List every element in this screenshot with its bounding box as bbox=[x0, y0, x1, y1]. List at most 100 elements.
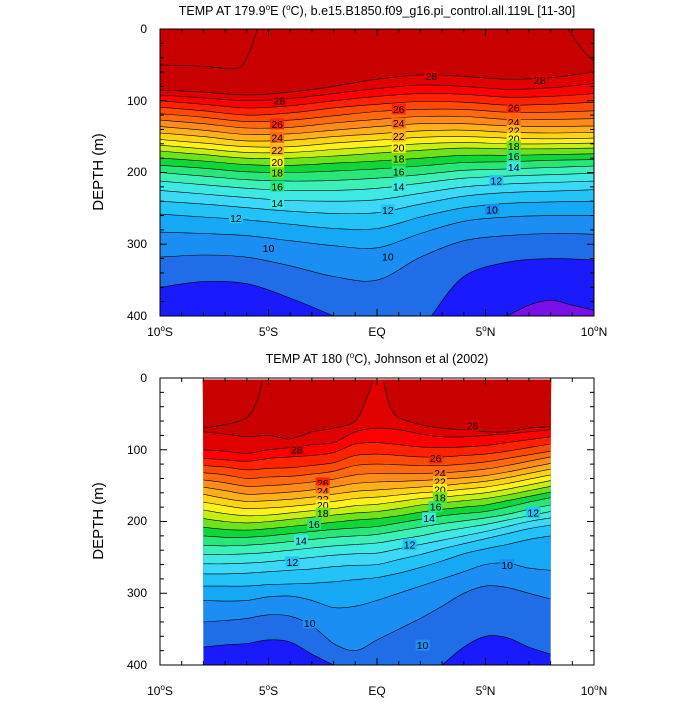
contour-label: 22 bbox=[393, 131, 405, 143]
isotherm-line-10 bbox=[160, 215, 594, 249]
contour-label: 20 bbox=[508, 133, 520, 145]
bottom-xtick-label: 10oN bbox=[581, 683, 607, 698]
contour-label: 22 bbox=[434, 477, 446, 489]
contour-label-bg bbox=[432, 491, 447, 503]
contour-label-bg bbox=[302, 617, 317, 629]
contour-label-bg bbox=[315, 477, 330, 489]
contour-label: 26 bbox=[271, 119, 283, 131]
isotherm-line-28 bbox=[160, 71, 594, 96]
contour-label: 10 bbox=[382, 252, 394, 264]
isotherm-line-25 bbox=[203, 443, 551, 471]
contour-label: 24 bbox=[317, 486, 329, 498]
contour-label-bg bbox=[270, 132, 285, 144]
contour-label-bg bbox=[506, 132, 521, 144]
contour-label-bg bbox=[270, 197, 285, 209]
contour-label-bg bbox=[289, 443, 304, 455]
contour-label: 26 bbox=[508, 102, 520, 114]
contour-label-bg bbox=[432, 483, 447, 495]
isotherm-line-17 bbox=[203, 491, 551, 531]
isotherm-line-28 bbox=[203, 381, 373, 440]
top-xtick-label: EQ bbox=[368, 325, 385, 339]
top-panel-title: TEMP AT 179.9oE (oC), b.e15.B1850.f09_g1… bbox=[179, 3, 575, 18]
contour-label-bg bbox=[465, 420, 480, 432]
contour-label: 10 bbox=[501, 560, 513, 572]
isotherm-line-13 bbox=[203, 517, 551, 565]
contour-label: 20 bbox=[393, 143, 405, 155]
contour-label-bg bbox=[424, 70, 439, 82]
top-ytick-label: 0 bbox=[140, 22, 147, 36]
contour-label: 28 bbox=[274, 95, 286, 107]
top-panel-tick-layer bbox=[159, 28, 595, 317]
isotherm-line-29 bbox=[160, 29, 258, 70]
contour-label-bg bbox=[307, 518, 322, 530]
contour-label: 18 bbox=[393, 153, 405, 165]
isotherm-line-23 bbox=[203, 456, 551, 487]
contour-label: 14 bbox=[508, 162, 520, 174]
contour-label: 18 bbox=[508, 141, 520, 153]
bottom-panel: TEMP AT 180 (oC), Johnson et al (2002) 2… bbox=[90, 351, 607, 698]
contour-label-bg bbox=[315, 499, 330, 511]
contour-label: 12 bbox=[491, 176, 503, 188]
contour-label-bg bbox=[391, 152, 406, 164]
contour-label-bg bbox=[285, 556, 300, 568]
contour-label: 16 bbox=[271, 181, 283, 193]
contour-label: 10 bbox=[263, 243, 275, 255]
isotherm-line-9 bbox=[160, 233, 594, 282]
isotherm-line-21 bbox=[203, 468, 551, 502]
isotherm-line-26 bbox=[160, 93, 594, 109]
contour-label: 28 bbox=[534, 75, 546, 87]
top-panel-fill-layer bbox=[160, 29, 594, 316]
top-ytick-label: 400 bbox=[127, 309, 147, 323]
contour-label: 12 bbox=[287, 557, 299, 569]
contour-label: 18 bbox=[271, 168, 283, 180]
contour-label-bg bbox=[432, 467, 447, 479]
contour-label-bg bbox=[415, 639, 430, 651]
bottom-ytick-label: 0 bbox=[140, 371, 147, 385]
band-fill-29 bbox=[202, 379, 263, 429]
top-ytick-label: 300 bbox=[127, 237, 147, 251]
bottom-panel-isotherm-layer bbox=[203, 381, 551, 665]
top-panel: TEMP AT 179.9oE (oC), b.e15.B1850.f09_g1… bbox=[90, 3, 607, 339]
contour-label-bg bbox=[391, 103, 406, 115]
contour-label-bg bbox=[270, 118, 285, 130]
contour-label-bg bbox=[315, 493, 330, 505]
isotherm-line-16 bbox=[203, 497, 551, 538]
contour-label: 18 bbox=[317, 508, 329, 520]
bottom-ytick-label: 100 bbox=[127, 443, 147, 457]
bottom-xtick-label: EQ bbox=[368, 684, 385, 698]
contour-label-bg bbox=[315, 485, 330, 497]
contour-label-bg bbox=[506, 101, 521, 113]
contour-label-bg bbox=[422, 512, 437, 524]
contour-label-bg bbox=[270, 180, 285, 192]
contour-label: 26 bbox=[430, 453, 442, 465]
contour-label-bg bbox=[432, 476, 447, 488]
band-fill-28 bbox=[160, 29, 594, 95]
contour-label-bg bbox=[391, 130, 406, 142]
contour-label-bg bbox=[391, 117, 406, 129]
contour-label-bg bbox=[294, 534, 309, 546]
isotherm-line-8-b bbox=[431, 258, 594, 316]
contour-label: 16 bbox=[308, 519, 320, 531]
contour-label: 10 bbox=[304, 618, 316, 630]
isotherm-line-10 bbox=[203, 562, 551, 609]
contour-label: 22 bbox=[271, 145, 283, 157]
isotherm-line-29 bbox=[203, 381, 263, 429]
contour-label-bg bbox=[428, 501, 443, 513]
isotherm-line-24 bbox=[203, 450, 551, 479]
bottom-ytick-label: 300 bbox=[127, 586, 147, 600]
contour-label: 14 bbox=[295, 535, 307, 547]
contour-label-bg bbox=[526, 506, 541, 518]
isotherm-line-29-b bbox=[567, 29, 594, 62]
contour-label: 14 bbox=[393, 181, 405, 193]
contour-label-bg bbox=[270, 156, 285, 168]
contour-label: 24 bbox=[393, 118, 405, 130]
band-fill-28-b bbox=[383, 379, 551, 433]
isotherm-line-15 bbox=[203, 504, 551, 547]
contour-label: 12 bbox=[404, 540, 416, 552]
bottom-panel-ylabel: DEPTH (m) bbox=[90, 482, 107, 560]
isotherm-line-9 bbox=[203, 585, 551, 651]
bottom-xtick-label: 5oN bbox=[476, 683, 496, 698]
isotherm-line-27 bbox=[160, 83, 594, 102]
